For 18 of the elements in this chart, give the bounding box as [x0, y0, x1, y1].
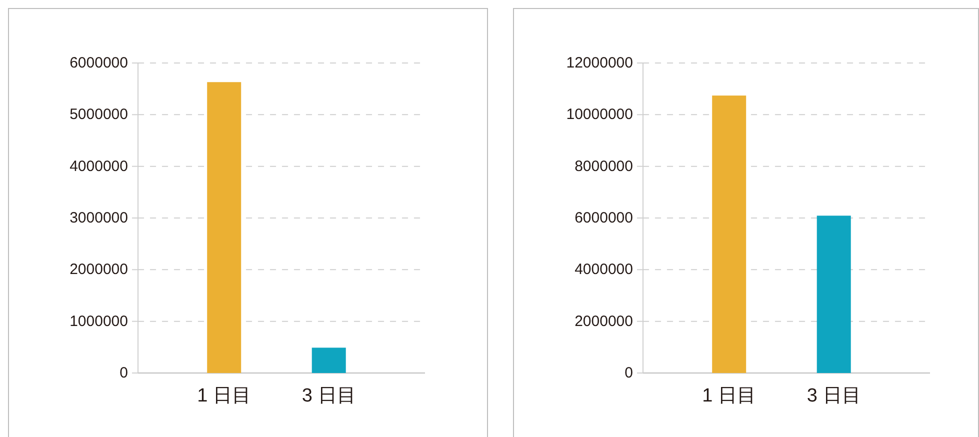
y-tick-label: 10000000	[566, 106, 633, 124]
y-tick-label: 2000000	[574, 312, 633, 330]
y-tick-label: 5000000	[70, 106, 128, 124]
y-tick-label: 3000000	[70, 210, 128, 226]
x-tick-label: 3 日目	[806, 386, 861, 406]
y-tick-label: 4000000	[574, 261, 633, 278]
y-tick-label: 0	[624, 364, 633, 382]
y-tick-label: 2000000	[70, 261, 128, 278]
y-tick-label: 6000000	[574, 210, 633, 226]
x-tick-label: 1 日目	[197, 386, 252, 406]
y-tick-label: 0	[120, 364, 128, 382]
x-tick-label: 1 日目	[702, 386, 756, 406]
y-tick-label: 8000000	[574, 158, 633, 175]
y-tick-label: 4000000	[70, 158, 128, 175]
y-tick-label: 1000000	[70, 312, 128, 330]
x-tick-label: 3 日目	[302, 386, 356, 406]
y-tick-label: 6000000	[70, 54, 128, 72]
y-tick-label: 12000000	[566, 54, 633, 72]
